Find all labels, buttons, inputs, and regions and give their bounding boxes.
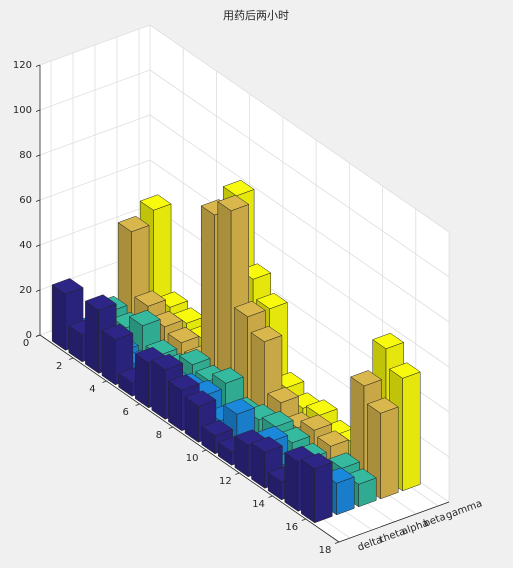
y-tick <box>334 541 340 544</box>
x-tick-label: beta <box>422 512 447 530</box>
grid-line <box>149 24 450 233</box>
y-tick <box>102 380 107 383</box>
z-tick-label: 0 <box>26 330 32 341</box>
y-tick <box>35 334 41 337</box>
bar-face-top <box>233 300 266 318</box>
bar-face-top <box>372 332 405 350</box>
y-tick <box>268 495 273 498</box>
y-tick-label: 8 <box>156 430 162 441</box>
y-tick <box>201 449 207 452</box>
bar-face-top <box>178 348 211 366</box>
y-tick <box>168 426 174 429</box>
grid-line <box>149 159 450 368</box>
z-tick <box>35 289 41 292</box>
z-tick-label: 40 <box>19 240 32 251</box>
bar-face-top <box>300 414 333 431</box>
bar-face-top <box>300 452 333 470</box>
bar <box>184 390 217 443</box>
y-tick-label: 10 <box>186 453 199 464</box>
bar-face-top <box>261 410 294 428</box>
bar-face-top <box>167 326 200 344</box>
z-tick-label: 120 <box>13 60 32 71</box>
y-tick <box>69 357 74 360</box>
bar-face-front <box>402 371 421 492</box>
bar-face-left <box>151 360 166 420</box>
bar-face-front <box>380 406 399 500</box>
bar-face-left <box>217 201 232 396</box>
bar-face-front <box>314 462 333 524</box>
y-tick-label: 14 <box>252 499 265 510</box>
bar-face-top <box>151 353 184 371</box>
z-tick-label: 60 <box>19 195 32 206</box>
bar-face-top <box>316 430 349 447</box>
bar-face-top <box>101 323 134 341</box>
grid-line <box>149 69 450 278</box>
bar-face-top <box>388 362 421 379</box>
bar-face-top <box>128 309 161 327</box>
axis-line <box>338 501 450 543</box>
grid-line <box>149 114 450 323</box>
y-tick-label: 2 <box>56 361 62 372</box>
bar-face-top <box>217 194 250 212</box>
bar-face-top <box>184 390 217 407</box>
bar-face-top <box>255 292 288 310</box>
bar-face-top <box>222 179 255 197</box>
z-tick <box>35 109 41 112</box>
bar-face-top <box>250 436 283 453</box>
bar-face-top <box>366 397 399 414</box>
y-tick-label: 4 <box>89 384 95 395</box>
z-tick-label: 100 <box>13 105 32 116</box>
y-tick-label: 6 <box>122 407 128 418</box>
z-tick-label: 80 <box>19 150 32 161</box>
bar-face-top <box>267 386 300 404</box>
x-tick-label: gamma <box>444 498 484 521</box>
y-tick-label: 12 <box>219 476 232 487</box>
bar-face-top <box>250 325 283 343</box>
z-tick-label: 20 <box>19 285 32 296</box>
bar-face-top <box>167 374 200 391</box>
bar-face-top <box>84 294 117 311</box>
z-tick <box>35 64 41 67</box>
y-tick-label: 18 <box>319 545 332 556</box>
bar-face-top <box>223 398 256 415</box>
bar-face-left <box>284 452 299 512</box>
bar-face-top <box>201 419 234 437</box>
y-tick <box>301 518 306 521</box>
bar <box>300 452 333 524</box>
y-tick <box>235 472 240 475</box>
bar-face-top <box>350 370 383 387</box>
bar-face-left <box>101 330 116 386</box>
bar-face-top <box>51 278 84 295</box>
y-tick <box>135 403 140 406</box>
z-tick <box>35 199 41 202</box>
y-tick-label: 0 <box>23 338 29 349</box>
bar-face-top <box>211 367 244 384</box>
bar-face-top <box>305 399 338 416</box>
bar-face-left <box>51 284 66 351</box>
z-tick <box>35 154 41 157</box>
bar-face-left <box>85 300 99 374</box>
bar-face-top <box>139 194 172 211</box>
y-tick-label: 16 <box>285 522 298 533</box>
axis-line <box>39 334 340 543</box>
bar-face-left <box>301 459 315 524</box>
bar-face-top <box>328 452 361 469</box>
bar-face-top <box>117 215 150 233</box>
bar-face-top <box>134 290 167 307</box>
bar-face-left <box>134 353 149 409</box>
z-tick <box>35 244 41 247</box>
chart-title: 用药后两小时 <box>223 9 289 22</box>
